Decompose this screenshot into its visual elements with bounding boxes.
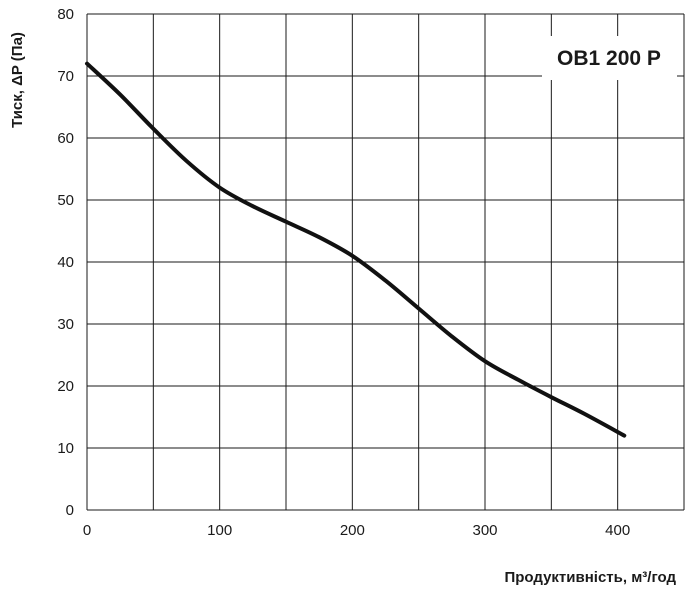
y-axis-title: Тиск, ΔP (Па) [9,32,26,128]
y-tick-label: 50 [57,192,74,209]
y-tick-label: 30 [57,316,74,333]
chart-title: OB1 200 P [557,47,661,70]
x-axis-title: Продуктивність, м³/год [504,569,676,586]
series-line [85,61,627,438]
chart-title-box [542,36,677,80]
grid [86,13,685,511]
x-axis-ticks: 0 100 200 300 400 [83,522,630,539]
y-axis-ticks: 0 10 20 30 40 50 60 70 80 [57,6,74,519]
series-layer [85,61,627,438]
x-tick-label: 300 [472,522,497,539]
x-tick-label: 100 [207,522,232,539]
x-tick-label: 0 [83,522,91,539]
y-tick-label: 10 [57,440,74,457]
y-tick-label: 70 [57,68,74,85]
x-tick-label: 400 [605,522,630,539]
y-tick-label: 0 [66,502,74,519]
y-tick-label: 20 [57,378,74,395]
x-tick-label: 200 [340,522,365,539]
y-tick-label: 80 [57,6,74,23]
y-tick-label: 60 [57,130,74,147]
y-tick-label: 40 [57,254,74,271]
